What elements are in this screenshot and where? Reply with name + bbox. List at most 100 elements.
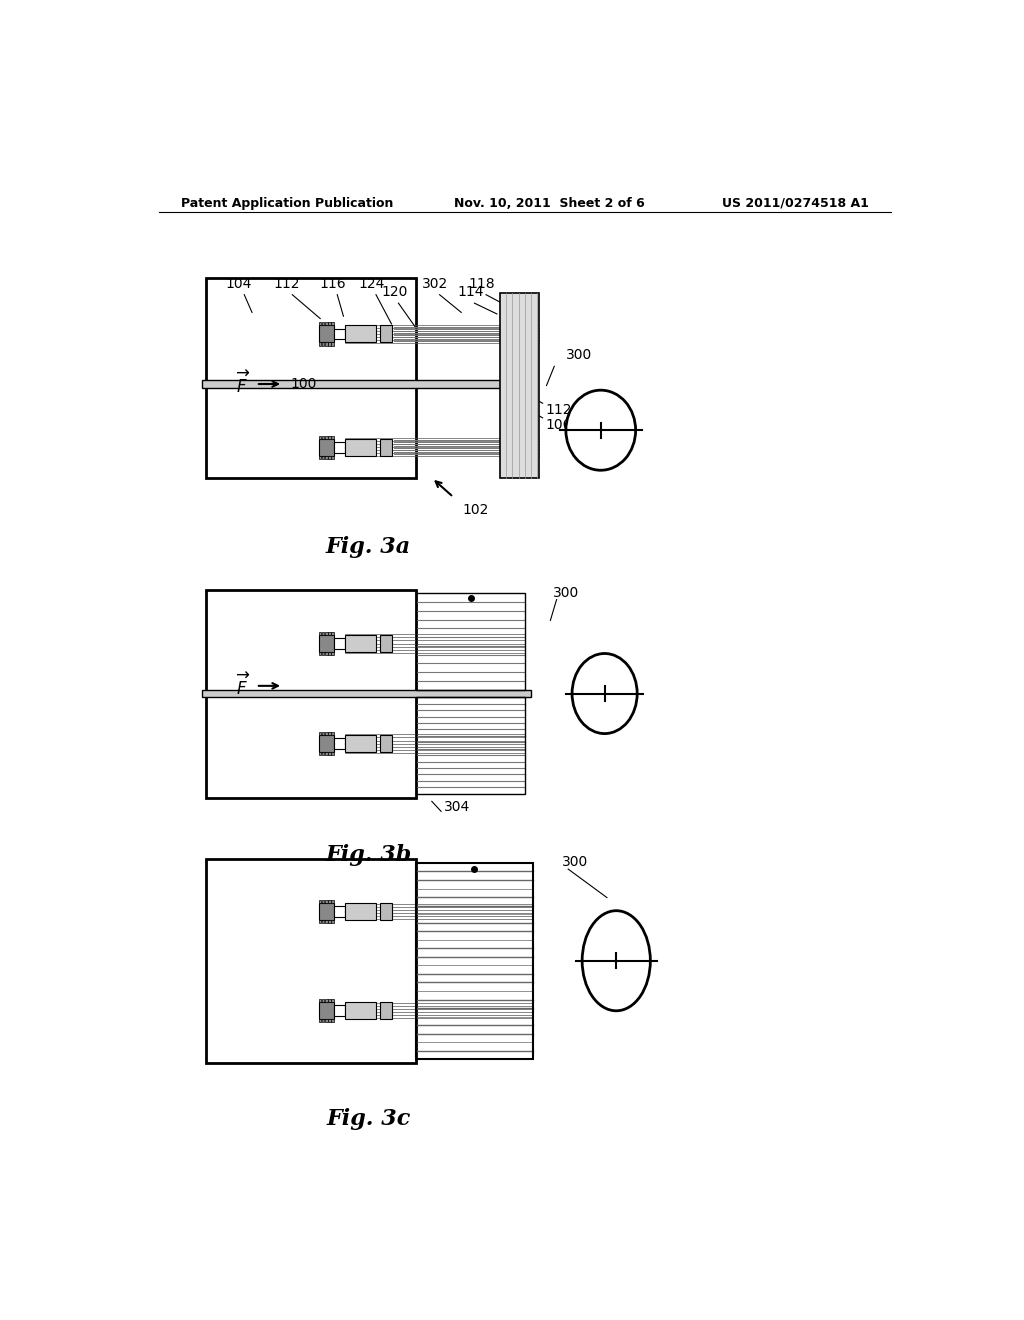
Bar bbox=[345, 326, 376, 342]
Bar bbox=[326, 920, 328, 923]
Bar bbox=[332, 322, 334, 326]
Bar bbox=[326, 436, 328, 438]
Text: Patent Application Publication: Patent Application Publication bbox=[180, 197, 393, 210]
Text: 302: 302 bbox=[422, 277, 449, 290]
Bar bbox=[323, 733, 325, 735]
Ellipse shape bbox=[572, 653, 637, 734]
Bar bbox=[332, 752, 334, 755]
Bar bbox=[329, 652, 331, 655]
Bar bbox=[319, 455, 322, 459]
Text: 300: 300 bbox=[562, 855, 588, 869]
Bar bbox=[319, 920, 322, 923]
Bar bbox=[345, 1002, 376, 1019]
Text: 102: 102 bbox=[463, 503, 489, 516]
Text: $\overrightarrow{F}$: $\overrightarrow{F}$ bbox=[236, 371, 251, 397]
Bar bbox=[326, 752, 328, 755]
Bar bbox=[326, 733, 328, 735]
Bar bbox=[329, 322, 331, 326]
Bar bbox=[319, 733, 322, 735]
Bar bbox=[500, 293, 539, 478]
Bar bbox=[329, 436, 331, 438]
Text: 114: 114 bbox=[458, 285, 483, 300]
Bar bbox=[334, 638, 345, 649]
Bar bbox=[329, 632, 331, 635]
Bar bbox=[332, 652, 334, 655]
Bar bbox=[329, 342, 331, 346]
Bar bbox=[345, 903, 376, 920]
Bar bbox=[329, 455, 331, 459]
Bar bbox=[206, 590, 417, 797]
Bar bbox=[334, 329, 345, 339]
Bar bbox=[206, 277, 417, 478]
Text: 124: 124 bbox=[358, 277, 385, 290]
Bar bbox=[332, 920, 334, 923]
Text: 120: 120 bbox=[381, 285, 408, 300]
Bar bbox=[326, 999, 328, 1002]
Bar bbox=[380, 1002, 391, 1019]
Bar bbox=[380, 438, 391, 455]
Bar bbox=[326, 632, 328, 635]
Bar bbox=[319, 999, 322, 1002]
Bar bbox=[318, 1002, 334, 1019]
Text: 300: 300 bbox=[553, 586, 579, 599]
Bar bbox=[332, 999, 334, 1002]
Ellipse shape bbox=[566, 391, 636, 470]
Bar bbox=[332, 733, 334, 735]
Bar bbox=[202, 380, 531, 388]
Bar bbox=[332, 1019, 334, 1022]
Bar bbox=[319, 1019, 322, 1022]
Bar bbox=[380, 635, 391, 652]
Bar bbox=[380, 735, 391, 752]
Text: Nov. 10, 2011  Sheet 2 of 6: Nov. 10, 2011 Sheet 2 of 6 bbox=[454, 197, 644, 210]
Bar bbox=[345, 635, 376, 652]
Bar bbox=[417, 697, 524, 793]
Bar bbox=[323, 322, 325, 326]
Bar bbox=[319, 752, 322, 755]
Bar bbox=[318, 735, 334, 752]
Bar bbox=[329, 999, 331, 1002]
Bar bbox=[323, 342, 325, 346]
Text: Fig. 3c: Fig. 3c bbox=[326, 1107, 411, 1130]
Bar bbox=[332, 632, 334, 635]
Bar bbox=[345, 438, 376, 455]
Bar bbox=[326, 342, 328, 346]
Bar bbox=[323, 632, 325, 635]
Bar bbox=[319, 900, 322, 903]
Bar bbox=[329, 733, 331, 735]
Bar bbox=[332, 436, 334, 438]
Bar bbox=[334, 906, 345, 917]
Ellipse shape bbox=[583, 911, 650, 1011]
Text: 304: 304 bbox=[444, 800, 470, 814]
Text: 118: 118 bbox=[469, 277, 496, 290]
Bar bbox=[380, 326, 391, 342]
Bar bbox=[318, 903, 334, 920]
Bar bbox=[319, 342, 322, 346]
Bar bbox=[380, 903, 391, 920]
Text: Fig. 3b: Fig. 3b bbox=[326, 843, 412, 866]
Bar bbox=[323, 436, 325, 438]
Bar bbox=[334, 738, 345, 748]
Text: 112: 112 bbox=[545, 404, 571, 417]
Bar bbox=[329, 1019, 331, 1022]
Bar bbox=[329, 900, 331, 903]
Text: 104: 104 bbox=[225, 277, 252, 290]
Bar bbox=[323, 999, 325, 1002]
Text: US 2011/0274518 A1: US 2011/0274518 A1 bbox=[722, 197, 869, 210]
Text: 112: 112 bbox=[273, 277, 300, 290]
Text: Fig. 3a: Fig. 3a bbox=[326, 536, 411, 557]
Bar bbox=[202, 689, 531, 697]
Bar bbox=[319, 632, 322, 635]
Bar bbox=[323, 900, 325, 903]
Bar bbox=[318, 438, 334, 455]
Bar bbox=[332, 455, 334, 459]
Bar bbox=[417, 863, 532, 1059]
Bar bbox=[318, 326, 334, 342]
Bar bbox=[319, 652, 322, 655]
Bar bbox=[323, 1019, 325, 1022]
Text: 100: 100 bbox=[291, 378, 317, 391]
Bar bbox=[326, 652, 328, 655]
Text: $\overrightarrow{F}$: $\overrightarrow{F}$ bbox=[236, 673, 251, 700]
Bar bbox=[326, 322, 328, 326]
Bar bbox=[334, 442, 345, 453]
Bar bbox=[323, 752, 325, 755]
